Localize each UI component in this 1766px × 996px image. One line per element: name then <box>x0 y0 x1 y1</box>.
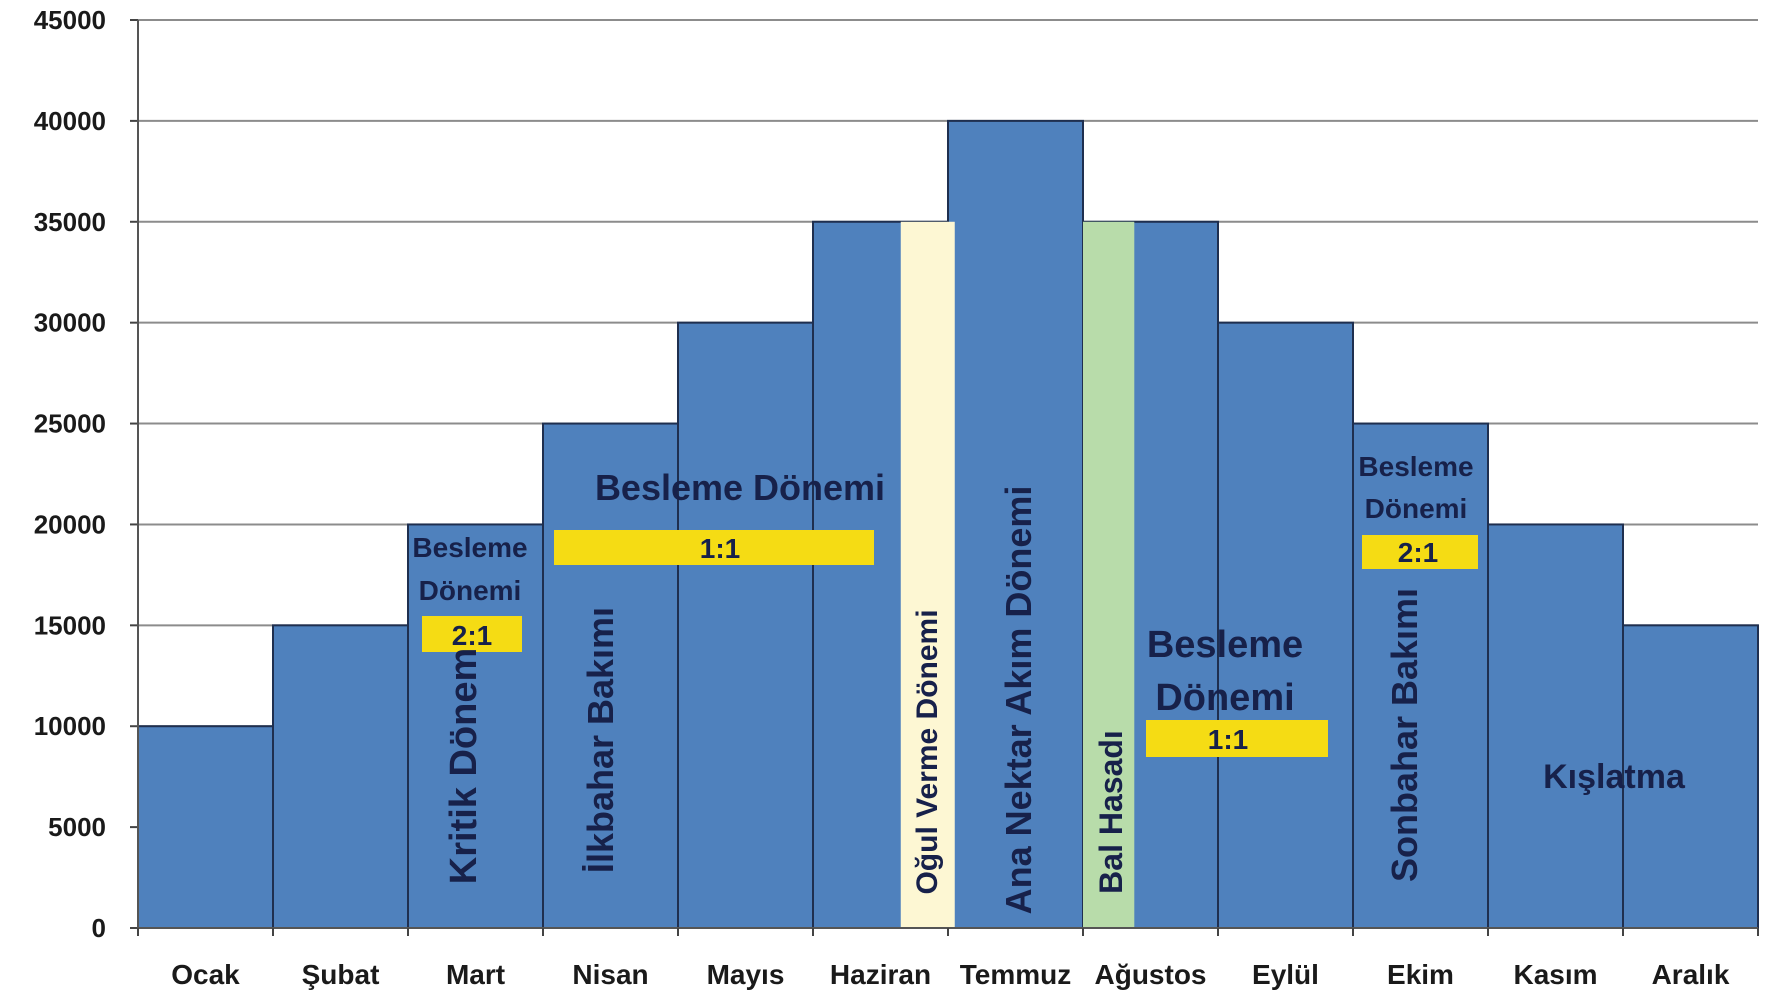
x-tick-label: Kasım <box>1513 959 1597 990</box>
y-tick-label: 20000 <box>34 509 106 539</box>
bar-ekim <box>1352 422 1489 929</box>
y-tick-label: 15000 <box>34 610 106 640</box>
bar-ocak <box>137 725 274 929</box>
x-tick-label: Şubat <box>302 959 380 990</box>
mart-ratio-label: 2:1 <box>452 620 492 651</box>
bands-layer <box>900 221 1135 928</box>
ana-nektar-label: Ana Nektar Akım Dönemi <box>998 486 1039 915</box>
y-tick-label: 25000 <box>34 409 106 439</box>
annotations-layer: Besleme Dönemi 2:1 Kritik Dönem İlkbahar… <box>412 451 1686 914</box>
axes-layer: 0 5000 10000 15000 20000 25000 30000 35000 40000… <box>34 5 1759 990</box>
y-tick-label: 10000 <box>34 711 106 741</box>
x-tick-label: Nisan <box>572 959 648 990</box>
x-tick-label: Eylül <box>1252 959 1319 990</box>
y-tick-label: 5000 <box>48 812 106 842</box>
bar-aralık <box>1622 624 1759 929</box>
ogul-verme-label: Oğul Verme Dönemi <box>911 609 944 894</box>
y-tick-label: 40000 <box>34 106 106 136</box>
x-tick-label: Ekim <box>1387 959 1454 990</box>
sonbahar-bakimi-label: Sonbahar Bakımı <box>1384 588 1425 882</box>
autumn-ratio-badge <box>1146 720 1328 757</box>
bal-hasadi-band <box>1083 221 1135 928</box>
y-tick-label: 35000 <box>34 207 106 237</box>
spring-ratio-badge <box>554 530 874 565</box>
bars-layer <box>137 119 1759 929</box>
mart-ratio-badge <box>422 616 522 652</box>
ogul-verme-band <box>900 221 955 928</box>
ekim-ratio-badge <box>1362 535 1478 569</box>
x-tick-label: Ocak <box>171 959 240 990</box>
y-tick-label: 30000 <box>34 308 106 338</box>
ilkbahar-bakimi-label: İlkbahar Bakımı <box>580 607 621 873</box>
ekim-donemi-label: Dönemi <box>1365 493 1468 524</box>
y-tick-label: 45000 <box>34 5 106 35</box>
ekim-besleme-label: Besleme <box>1358 451 1473 482</box>
x-tick-label: Mayıs <box>707 959 785 990</box>
spring-besleme-label: Besleme Dönemi <box>595 467 885 508</box>
bar-mayıs <box>677 321 814 929</box>
bar-eylül <box>1217 321 1354 929</box>
mart-donemi-label: Dönemi <box>419 575 522 606</box>
bal-hasadi-label: Bal Hasadı <box>1093 730 1129 894</box>
mart-besleme-label: Besleme <box>412 532 527 563</box>
autumn-donemi-label: Dönemi <box>1155 677 1294 719</box>
x-tick-label: Aralık <box>1652 959 1730 990</box>
bar-kasım <box>1487 523 1624 929</box>
autumn-besleme-label: Besleme <box>1147 624 1303 666</box>
autumn-ratio-label: 1:1 <box>1208 724 1248 755</box>
x-tick-label: Haziran <box>830 959 931 990</box>
spring-ratio-label: 1:1 <box>700 533 740 564</box>
kislatma-label: Kışlatma <box>1543 758 1686 796</box>
bar-şubat <box>272 624 409 929</box>
x-tick-label: Ağustos <box>1095 959 1207 990</box>
y-tick-label: 0 <box>92 913 106 943</box>
x-tick-label: Mart <box>446 959 505 990</box>
ekim-ratio-label: 2:1 <box>1398 537 1438 568</box>
x-tick-label: Temmuz <box>960 959 1072 990</box>
kritik-donem-label: Kritik Dönem <box>443 648 485 884</box>
bar-temmuz <box>947 119 1084 929</box>
